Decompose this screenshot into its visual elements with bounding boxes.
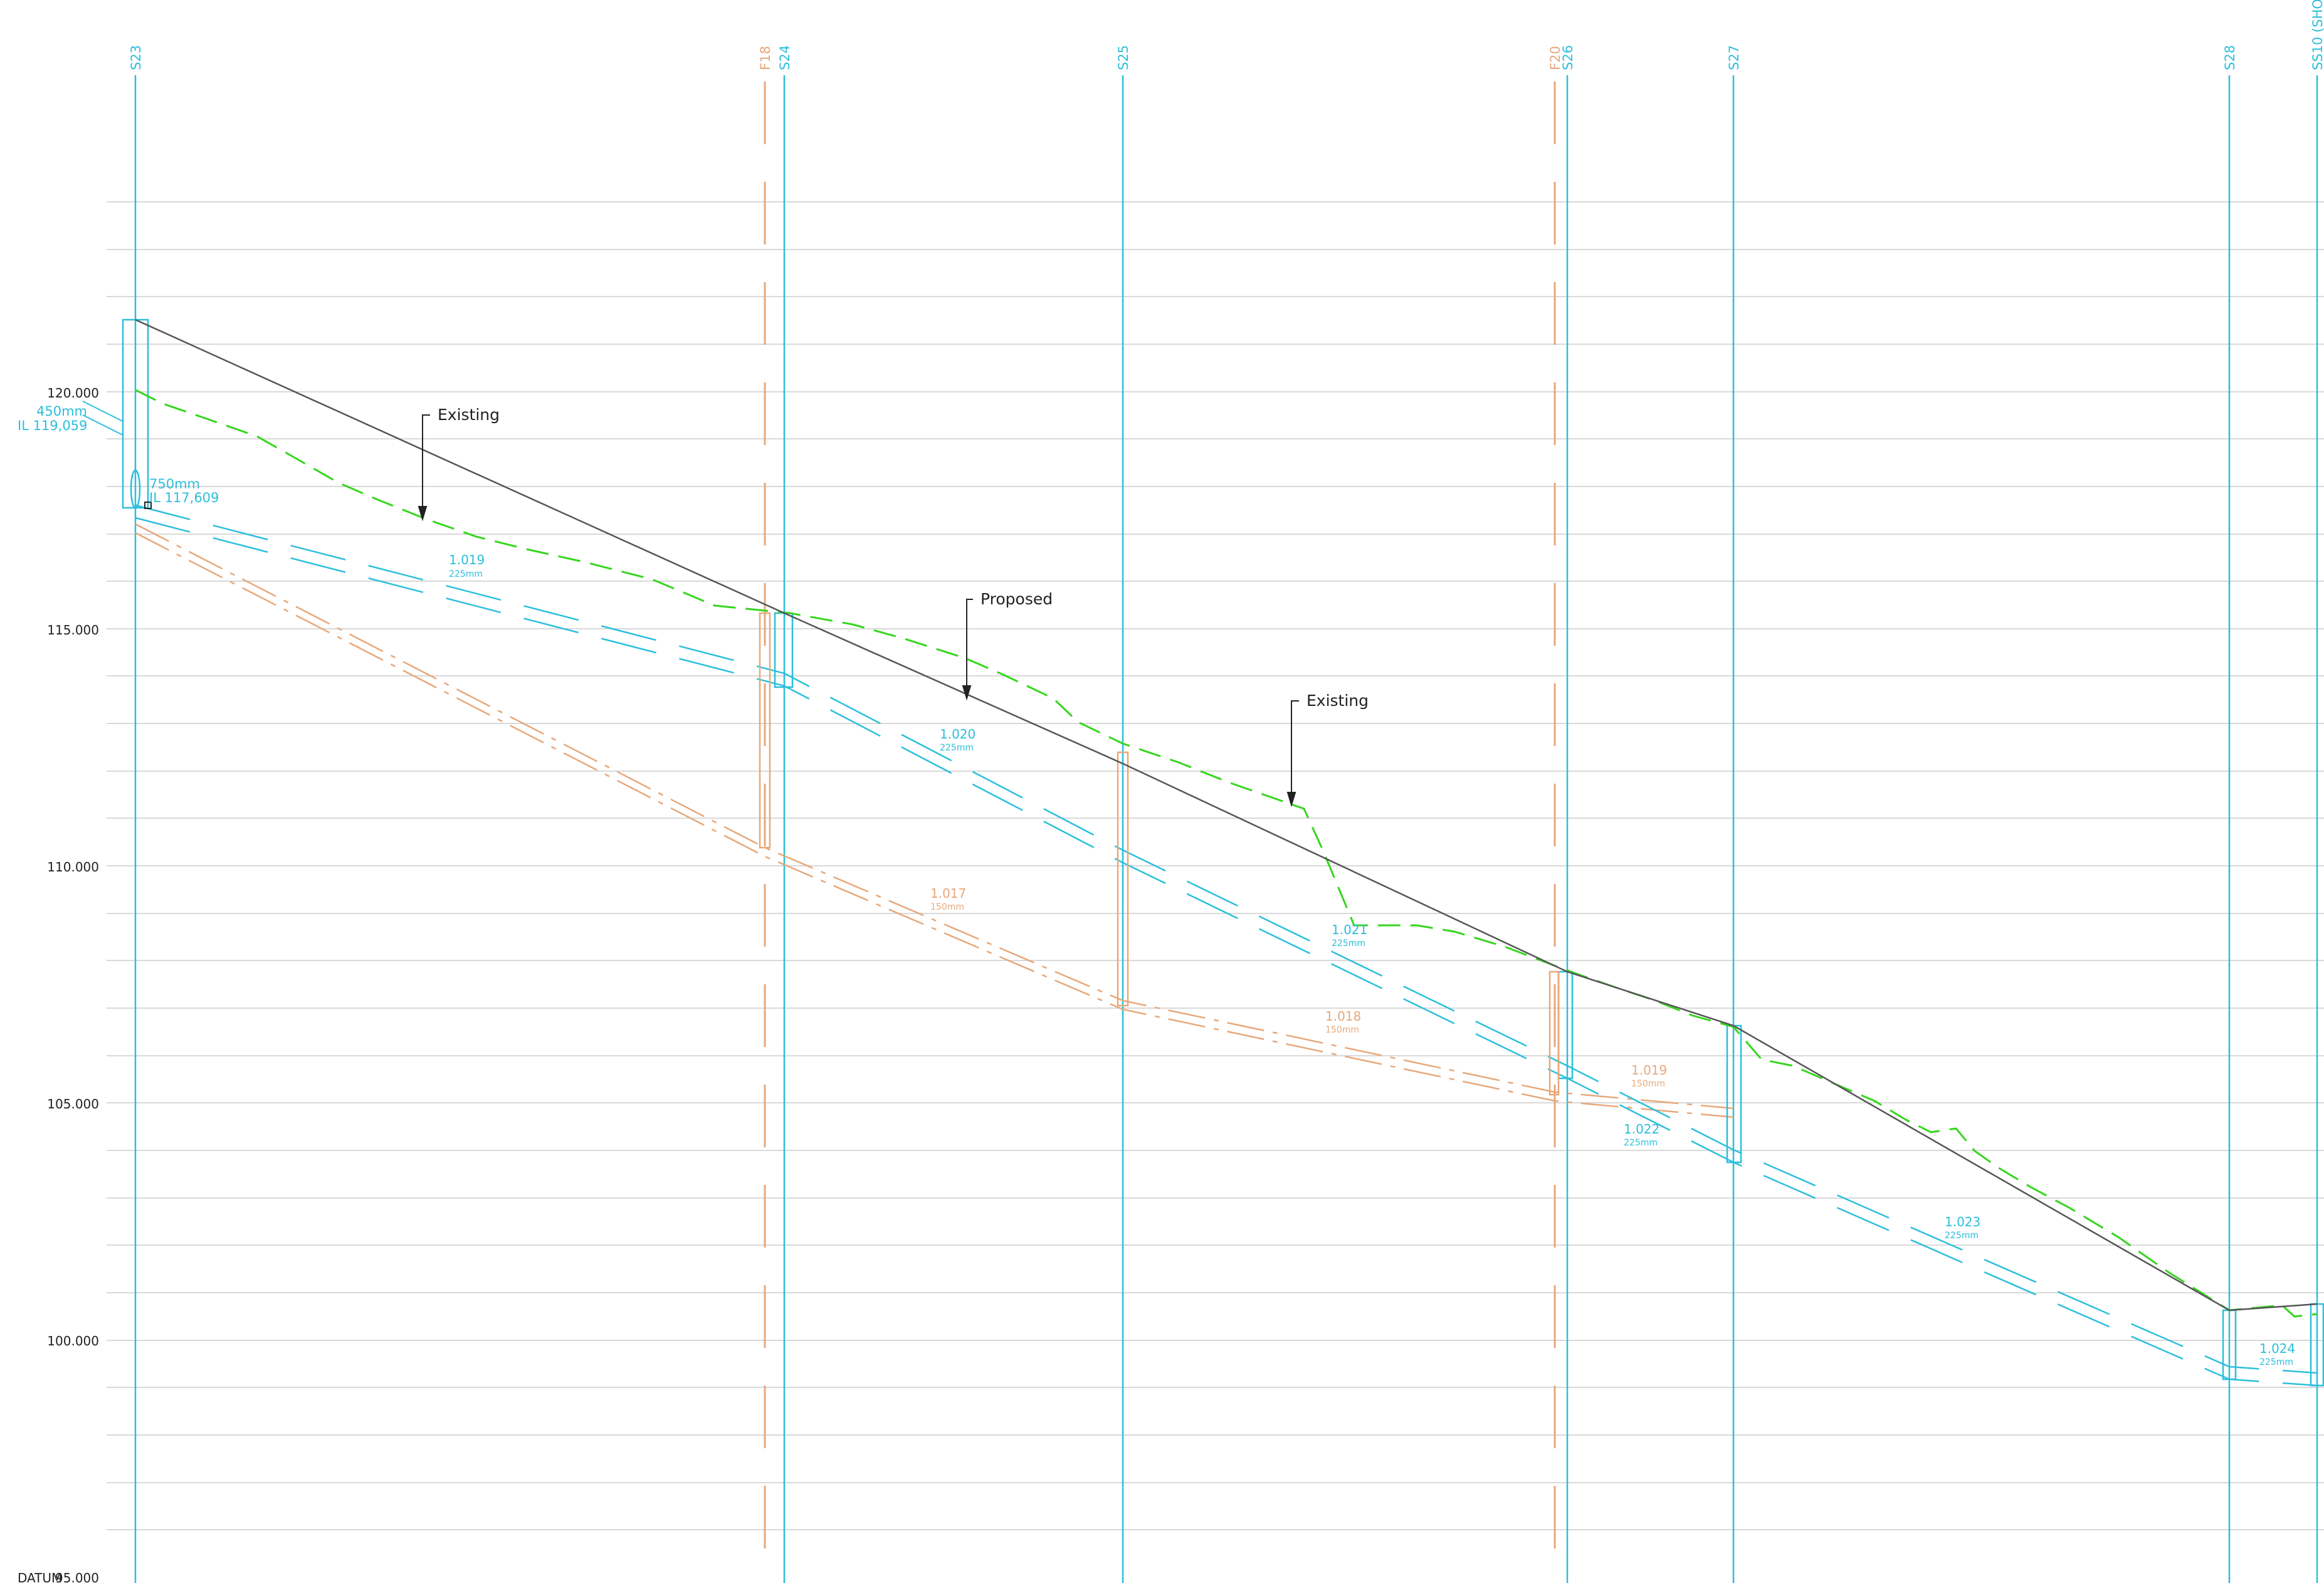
level-grid	[107, 201, 2324, 1530]
outlet-pipe-size: 750mm	[149, 476, 200, 492]
storm-chainage-lines	[134, 75, 2318, 1583]
callout-existing-2-label: Existing	[1307, 692, 1369, 710]
callout-existing-1	[418, 414, 430, 522]
pipe-label-id: 1.024	[2259, 1341, 2295, 1356]
level-label-100: 100.000	[47, 1333, 99, 1349]
chambers	[122, 318, 2324, 1387]
proposed-ground-line	[135, 318, 2318, 1312]
pipe-label-size: 225mm	[940, 743, 974, 753]
pipe-label-id: 1.022	[1624, 1122, 1659, 1137]
level-label-120: 120.000	[47, 386, 99, 401]
inlet-pipe-size: 450mm	[36, 404, 87, 419]
pipe-label-id: 1.023	[1945, 1214, 1980, 1229]
pipe-label-id: 1.018	[1325, 1009, 1361, 1024]
storm-pipe-runs	[135, 504, 2318, 1387]
callout-proposed-label: Proposed	[981, 590, 1053, 608]
chainage-label-s24: S24	[777, 45, 792, 70]
chainage-label-s25: S25	[1116, 45, 1131, 70]
pipe-label-id: 1.021	[1332, 922, 1367, 937]
chainage-label-f20: F20	[1548, 46, 1563, 70]
chainage-label-ss10: SS10 (SHOP	[2310, 0, 2324, 70]
pipe-label-id: 1.019	[449, 552, 485, 567]
foul-pipe-runs	[135, 523, 1734, 1118]
pipe-label-size: 150mm	[1325, 1025, 1359, 1035]
node-marker	[144, 502, 152, 509]
pipe-label-size: 225mm	[1945, 1231, 1979, 1241]
datum-label: DATUM	[18, 1570, 62, 1583]
chainage-label-s23: S23	[129, 45, 144, 70]
foul-chainage-lines	[764, 82, 1556, 1583]
inlet-pipe-il: IL 119,059	[18, 418, 87, 433]
level-label-105: 105.000	[47, 1097, 99, 1112]
callout-existing-2	[1286, 700, 1299, 807]
level-label-110: 110.000	[47, 860, 99, 875]
pipe-label-id: 1.020	[940, 727, 975, 742]
outlet-pipe-il: IL 117,609	[149, 490, 219, 505]
pipe-label-size: 225mm	[1624, 1138, 1658, 1148]
chainage-label-s27: S27	[1727, 45, 1742, 70]
callout-proposed	[962, 599, 973, 701]
chainage-label-s28: S28	[2222, 45, 2237, 70]
existing-ground-line	[135, 389, 2318, 1318]
pipe-label-size: 225mm	[1332, 939, 1365, 949]
chainage-label-f18: F18	[758, 46, 773, 70]
callout-existing-1-label: Existing	[438, 406, 500, 424]
pipe-label-id: 1.017	[930, 886, 966, 901]
chainage-label-s26: S26	[1560, 45, 1575, 70]
pipe-label-size: 150mm	[1631, 1079, 1665, 1089]
pipe-label-id: 1.019	[1631, 1063, 1667, 1078]
pipe-label-size: 150mm	[930, 902, 964, 912]
inlet-leaders	[82, 401, 124, 436]
pipe-label-size: 225mm	[2259, 1357, 2293, 1367]
level-label-115: 115.000	[47, 623, 99, 638]
pipe-label-size: 225mm	[449, 569, 483, 579]
level-label-95: 95.000	[55, 1570, 99, 1583]
